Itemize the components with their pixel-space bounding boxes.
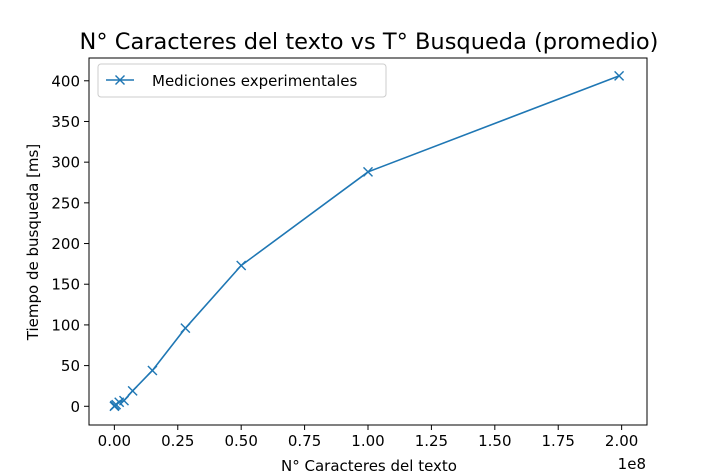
x-tick-label: 0.25	[161, 432, 194, 450]
data-point	[180, 323, 191, 334]
x-tick-label: 0.00	[98, 432, 131, 450]
x-tick-label: 1.25	[415, 432, 448, 450]
data-point	[119, 395, 129, 406]
legend-marker-swatch	[115, 75, 125, 85]
y-tick-label: 0	[70, 398, 80, 416]
y-tick-label: 50	[61, 357, 80, 375]
data-point	[614, 70, 625, 81]
data-point	[147, 365, 158, 376]
data-point	[363, 166, 373, 177]
series-layer	[109, 70, 625, 412]
x-tick-label: 0.75	[288, 432, 321, 450]
y-tick-label: 100	[51, 316, 80, 334]
x-tick-label: 0.50	[224, 432, 257, 450]
legend: Mediciones experimentales	[97, 63, 387, 98]
data-point	[236, 260, 247, 271]
data-point	[127, 385, 138, 396]
x-tick-label: 1.00	[351, 432, 384, 450]
axes-frame	[88, 57, 648, 426]
x-tick-label: 2.00	[605, 432, 638, 450]
series-line	[113, 75, 620, 407]
plot-area	[88, 57, 648, 426]
x-tick-label: 1.50	[478, 432, 511, 450]
x-offset-label: 1e8	[618, 455, 646, 473]
y-tick-label: 300	[51, 154, 80, 172]
chart-title: N° Caracteres del texto vs T° Busqueda (…	[80, 29, 659, 55]
y-tick-label: 400	[51, 72, 80, 90]
legend-marker-x	[115, 75, 125, 85]
x-axis: 0.00 0.25 0.50 0.75 1.00 1.25 1.50 1.75 2.00	[98, 425, 638, 450]
y-tick-label: 250	[51, 194, 80, 212]
legend-frame	[97, 63, 387, 98]
x-tick-label: 1.75	[542, 432, 575, 450]
y-tick-label: 200	[51, 235, 80, 253]
y-tick-label: 150	[51, 276, 80, 294]
x-axis-label: N° Caracteres del texto	[281, 457, 457, 475]
y-tick-label: 350	[51, 113, 80, 131]
y-axis: 0 50 100 150 200 250 300 350 400	[51, 72, 89, 416]
legend-label: Mediciones experimentales	[152, 72, 358, 90]
y-axis-label: Tiempo de busqueda [ms]	[24, 144, 42, 341]
